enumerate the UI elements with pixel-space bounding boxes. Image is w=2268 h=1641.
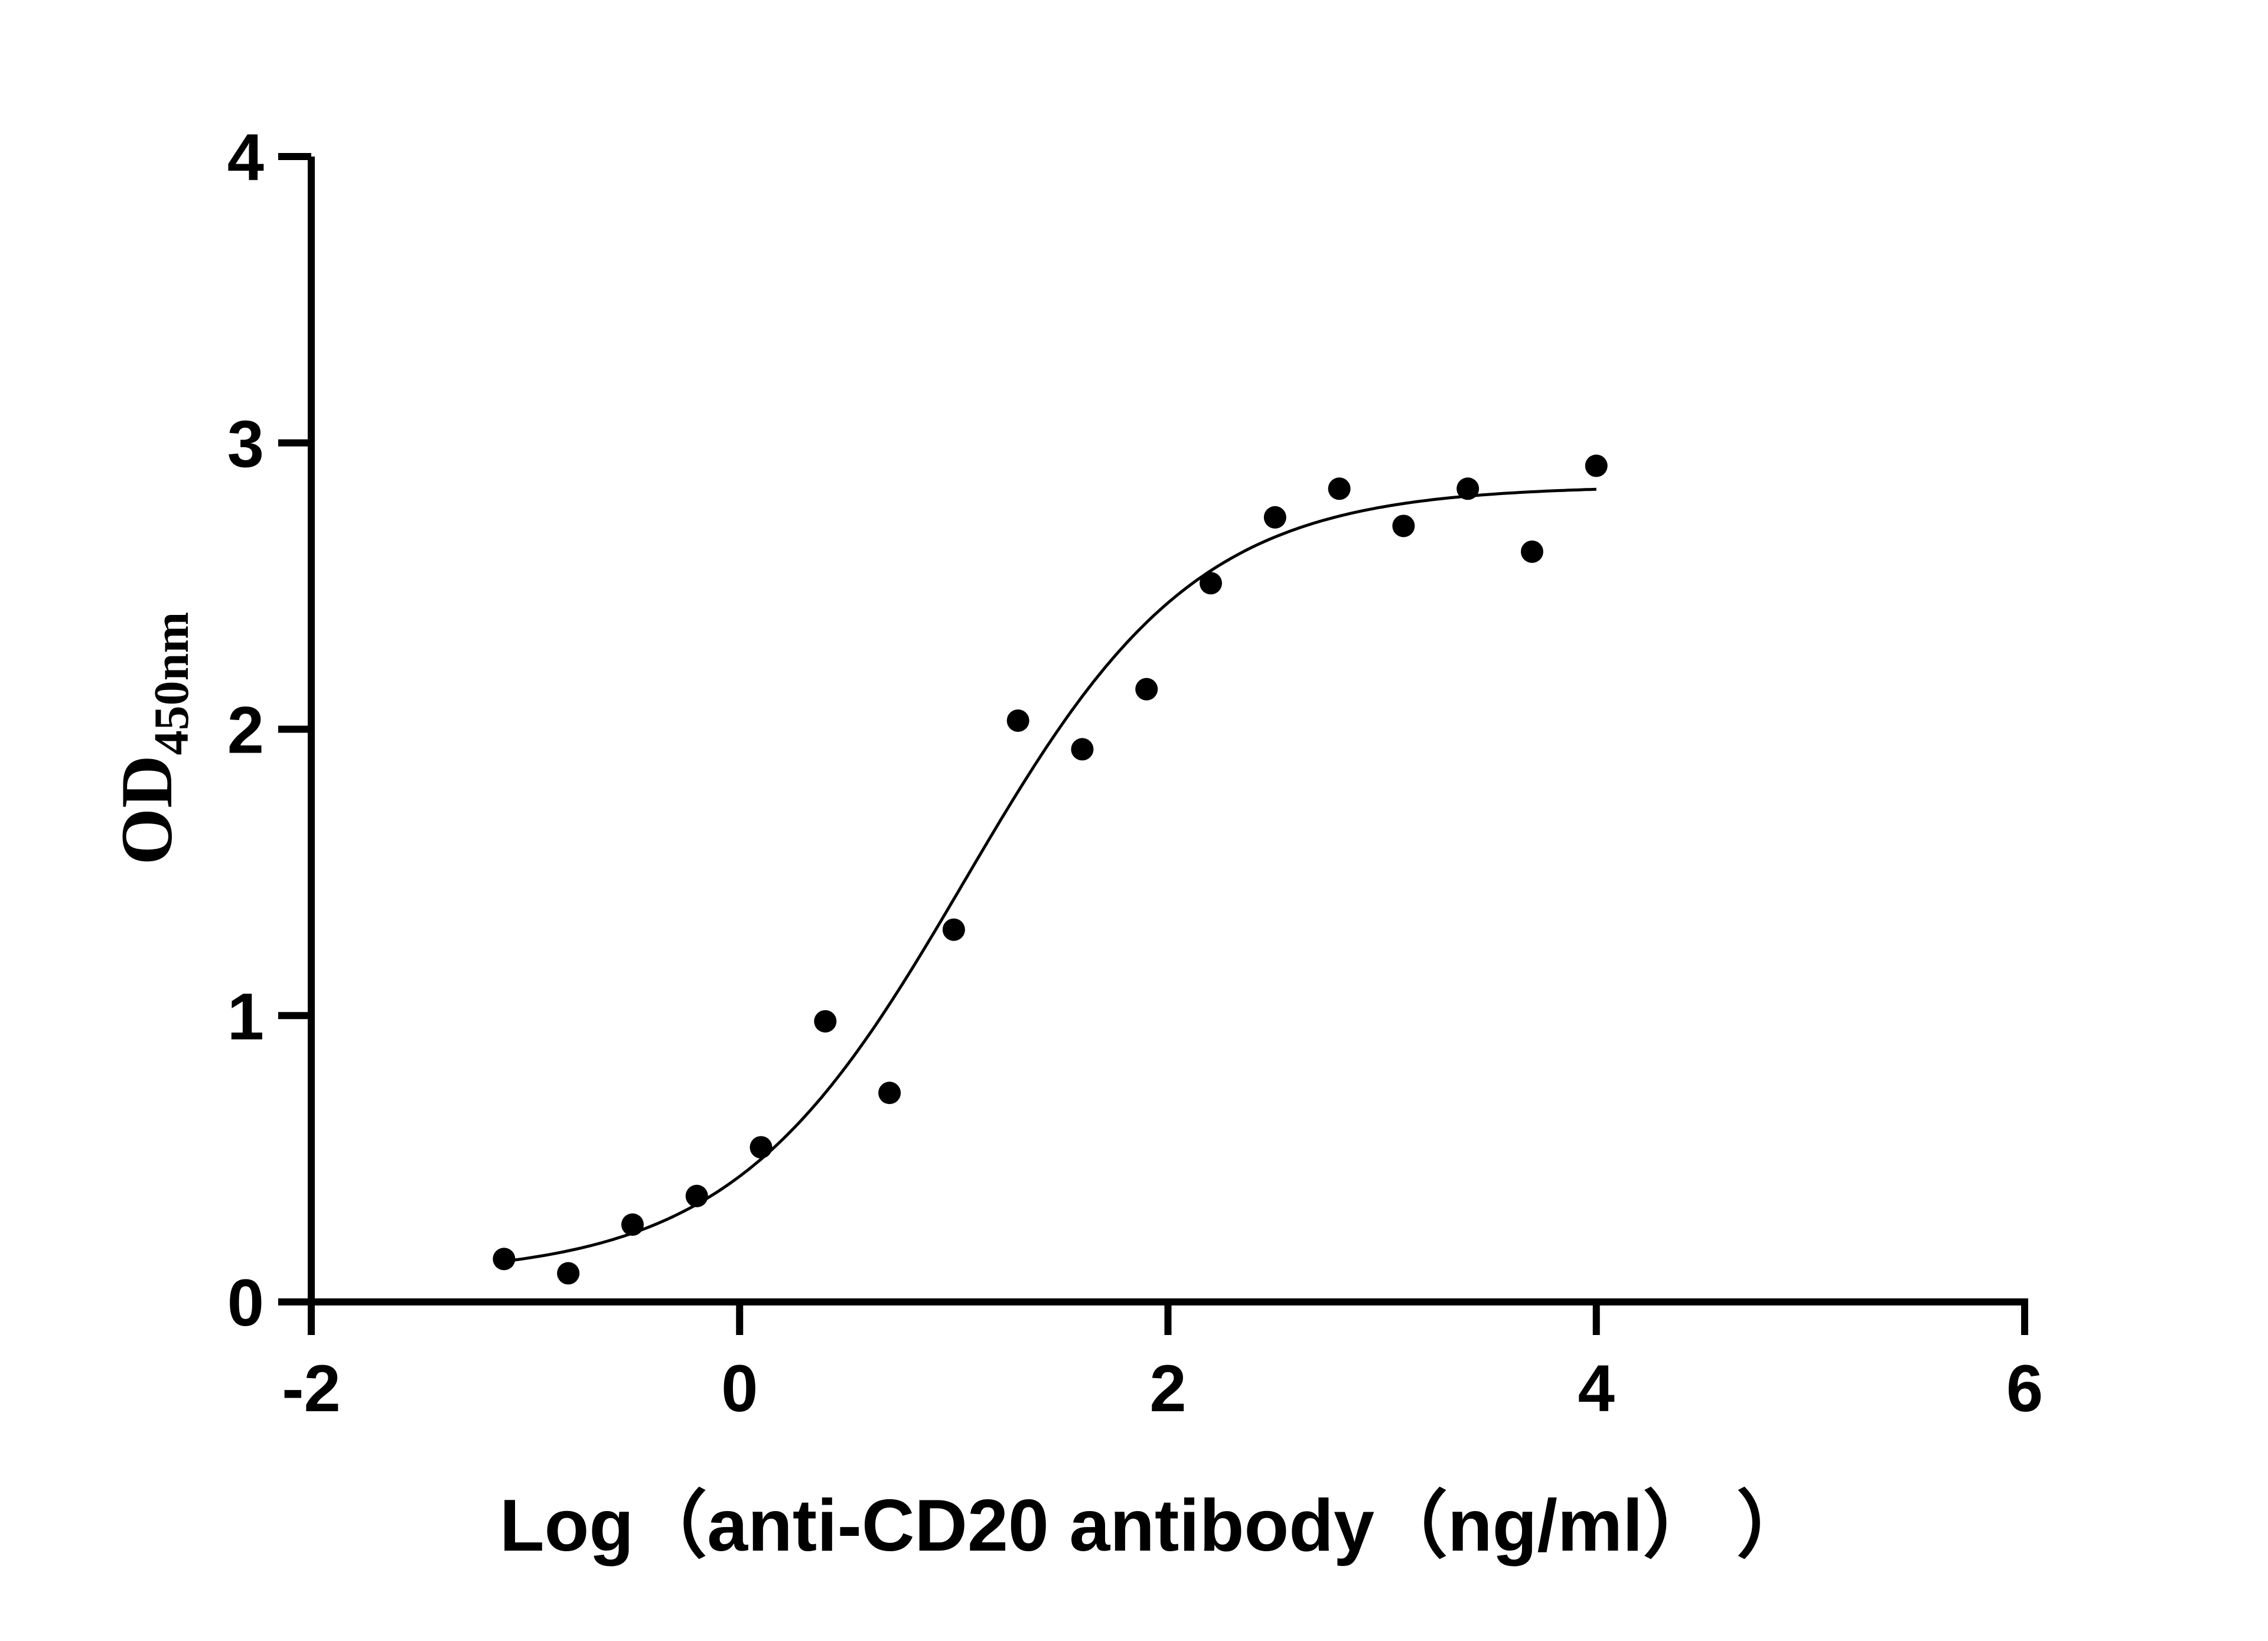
x-tick-label: 0 (721, 1352, 758, 1425)
data-point (878, 1082, 901, 1105)
x-axis-label: Log（anti-CD20 antibody（ng/ml） ） (500, 1485, 1810, 1567)
data-point (1135, 678, 1158, 701)
x-tick-label: -2 (282, 1352, 341, 1425)
y-tick-label: 0 (227, 1266, 264, 1340)
data-point (1200, 572, 1223, 595)
data-point (1071, 738, 1094, 761)
data-point (750, 1136, 773, 1159)
data-point (942, 918, 965, 941)
data-point (1328, 477, 1351, 500)
y-tick-label: 2 (227, 693, 264, 767)
y-tick-label: 3 (227, 407, 264, 481)
y-tick-label: 4 (227, 121, 264, 194)
y-axis-label-subscript: 450nm (144, 612, 199, 756)
data-point (557, 1262, 580, 1285)
data-point (621, 1213, 644, 1236)
x-tick-label: 2 (1149, 1352, 1186, 1425)
x-tick-label: 4 (1578, 1352, 1615, 1425)
data-point (1520, 540, 1543, 563)
y-axis-label: OD450nm (106, 612, 199, 865)
data-point (1263, 506, 1286, 529)
fit-curve (504, 487, 1596, 1263)
data-point (493, 1248, 516, 1271)
y-ticks: 0 1 2 3 4 (227, 121, 311, 1340)
data-points (493, 454, 1608, 1285)
data-point (685, 1184, 708, 1207)
y-tick-label: 1 (227, 979, 264, 1053)
data-point (1585, 454, 1608, 477)
data-point (1006, 709, 1029, 732)
y-axis-label-main: OD (106, 755, 187, 865)
x-ticks: -2 0 2 4 6 (282, 1302, 2043, 1425)
data-point (1456, 477, 1480, 500)
data-point (814, 1010, 837, 1033)
data-point (1392, 515, 1415, 538)
x-tick-label: 6 (2006, 1352, 2043, 1425)
